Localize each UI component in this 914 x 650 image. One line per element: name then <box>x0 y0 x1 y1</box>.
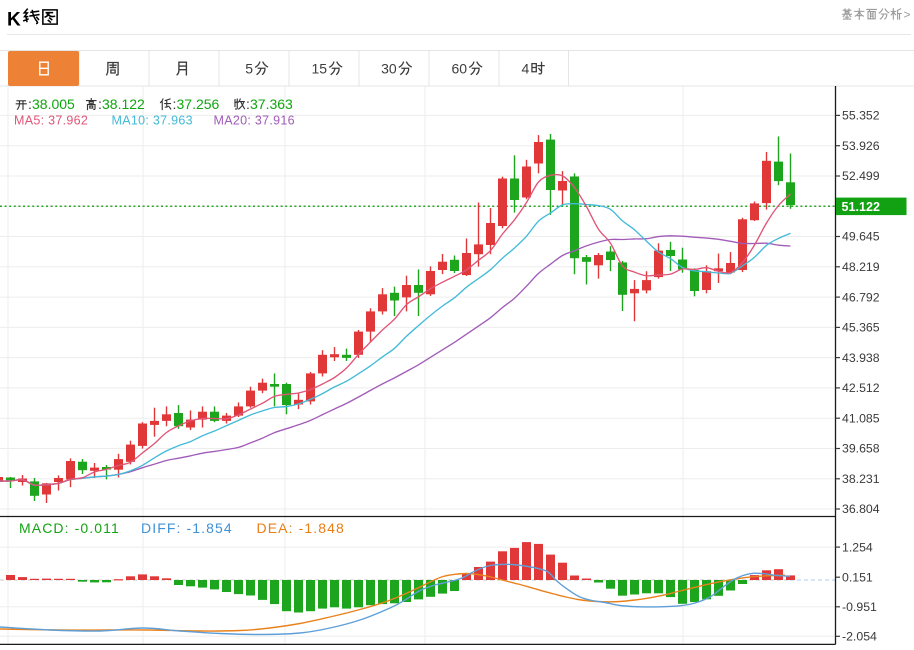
svg-text:60: 60 <box>452 61 468 77</box>
svg-text:41.085: 41.085 <box>842 411 880 425</box>
svg-text:38.122: 38.122 <box>102 96 145 112</box>
svg-text:36.804: 36.804 <box>842 502 880 516</box>
svg-text:37.256: 37.256 <box>177 96 220 112</box>
svg-text:38.005: 38.005 <box>32 96 75 112</box>
svg-text:39.658: 39.658 <box>842 442 880 456</box>
svg-text:MA10: 37.963: MA10: 37.963 <box>112 114 193 128</box>
svg-text:1.254: 1.254 <box>842 540 873 554</box>
svg-text:MA5: 37.962: MA5: 37.962 <box>14 114 88 128</box>
svg-text:45.365: 45.365 <box>842 321 880 335</box>
svg-text:DEA: -1.848: DEA: -1.848 <box>257 520 345 536</box>
svg-text:51.122: 51.122 <box>842 200 881 214</box>
svg-text:K: K <box>7 10 21 31</box>
svg-text::: : <box>28 96 32 112</box>
svg-text:5: 5 <box>245 61 253 77</box>
svg-text:30: 30 <box>381 61 397 77</box>
svg-text:15: 15 <box>312 61 328 77</box>
svg-text:-0.951: -0.951 <box>842 600 877 614</box>
svg-text:MACD: -0.011: MACD: -0.011 <box>19 520 120 536</box>
svg-text:MA20: 37.916: MA20: 37.916 <box>214 114 295 128</box>
svg-text::: : <box>98 96 102 112</box>
svg-text:37.363: 37.363 <box>250 96 293 112</box>
svg-text::: : <box>173 96 177 112</box>
svg-text:48.219: 48.219 <box>842 260 880 274</box>
svg-text::: : <box>246 96 250 112</box>
svg-text:49.645: 49.645 <box>842 230 880 244</box>
svg-text:DIFF: -1.854: DIFF: -1.854 <box>141 520 233 536</box>
svg-text:>: > <box>904 8 911 22</box>
svg-text:46.792: 46.792 <box>842 290 880 304</box>
svg-text:43.938: 43.938 <box>842 351 880 365</box>
svg-text:42.512: 42.512 <box>842 381 880 395</box>
svg-text:-2.054: -2.054 <box>842 630 877 644</box>
svg-text:0.151: 0.151 <box>842 570 873 584</box>
svg-text:38.231: 38.231 <box>842 472 880 486</box>
svg-text:55.352: 55.352 <box>842 109 880 123</box>
svg-text:53.926: 53.926 <box>842 139 880 153</box>
svg-text:52.499: 52.499 <box>842 169 880 183</box>
svg-text:4: 4 <box>522 61 530 77</box>
